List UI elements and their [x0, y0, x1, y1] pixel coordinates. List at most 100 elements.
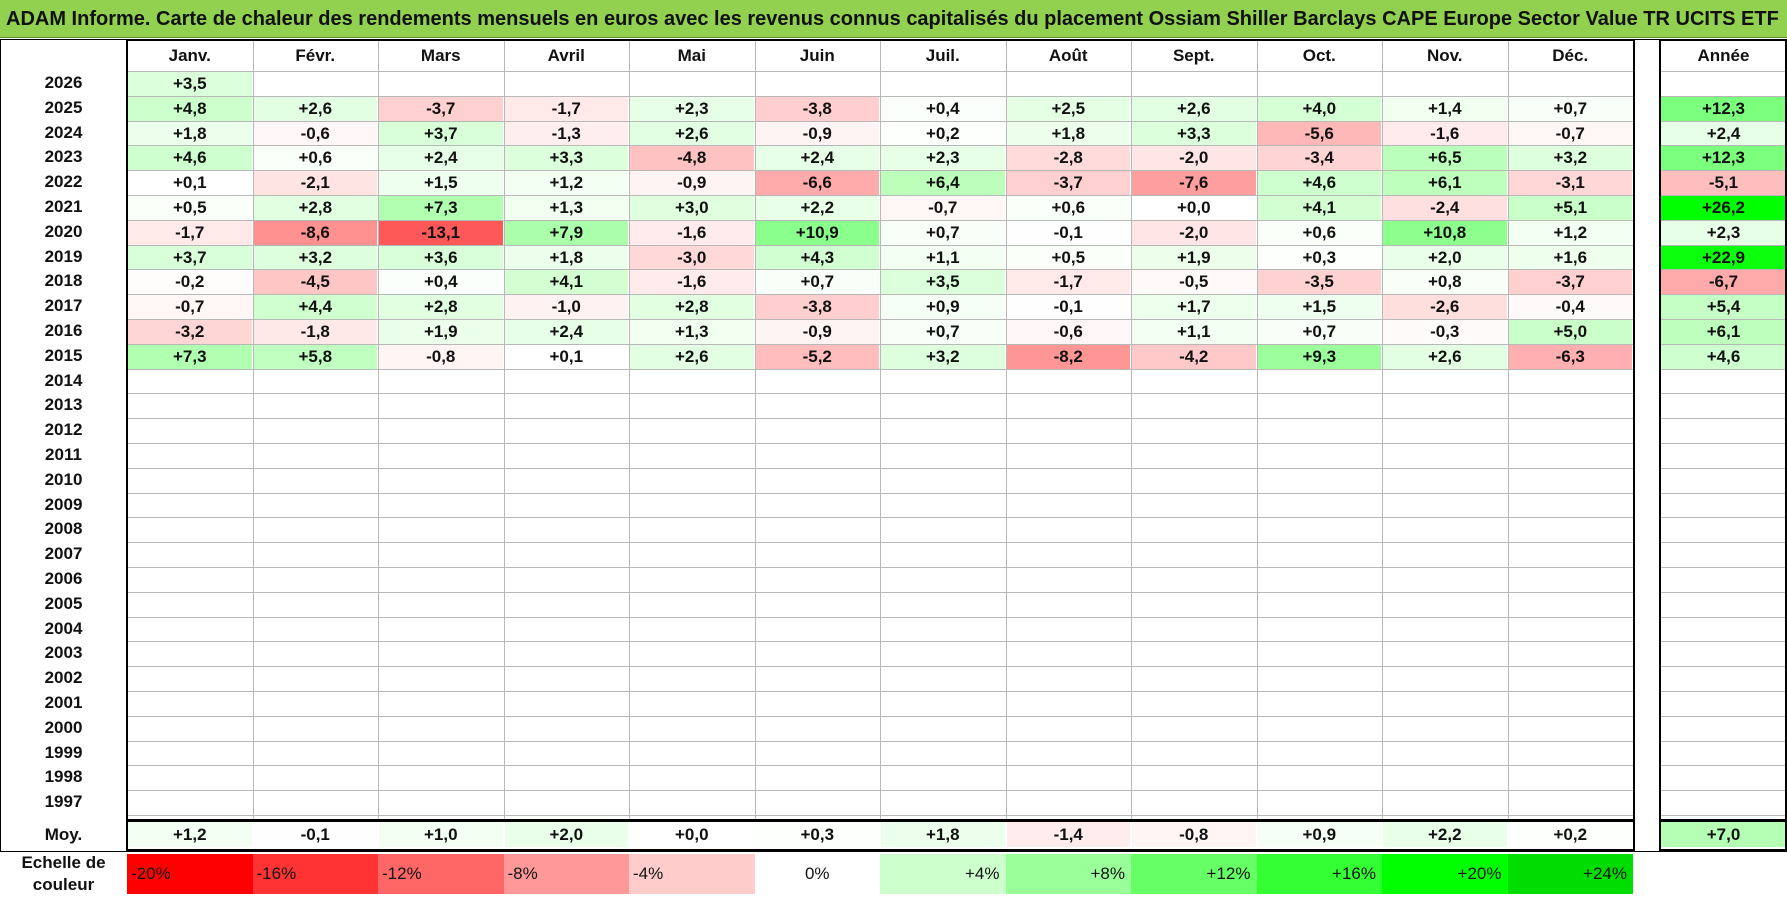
grid-line	[1660, 418, 1787, 420]
heatmap-cell: -3,0	[630, 245, 754, 270]
heatmap-cell: +10,8	[1383, 220, 1507, 245]
heatmap-cell: +2,4	[755, 146, 879, 171]
column-header: Nov.	[1426, 46, 1463, 65]
grid-line	[1660, 740, 1787, 742]
heatmap-cell: +0,6	[1257, 220, 1381, 245]
heatmap-cell: -1,6	[1383, 121, 1507, 146]
heatmap-cell: +6,4	[881, 171, 1005, 195]
heatmap-cell: +1,2	[1508, 220, 1632, 245]
heatmap-cell: +2,6	[253, 96, 377, 121]
heatmap-cell: -0,7	[881, 196, 1005, 220]
heatmap-cell: +1,2	[504, 171, 628, 195]
color-scale-step: -16%	[252, 854, 378, 894]
row-label: 2017	[44, 296, 83, 316]
grid-line	[880, 40, 881, 820]
row-label: 2016	[44, 321, 83, 340]
heatmap-cell: +3,7	[379, 121, 503, 146]
grid-line	[1660, 319, 1787, 320]
average-cell: +1,8	[881, 822, 1005, 847]
heatmap-cell: -13,1	[379, 220, 503, 245]
grid-line	[1660, 492, 1787, 494]
heatmap-cell: +1,8	[504, 245, 628, 270]
grid-line	[1660, 343, 1787, 345]
annual-cell: +2,4	[1661, 121, 1786, 146]
row-label: 2014	[44, 370, 83, 390]
heatmap-cell: +0,2	[881, 121, 1005, 146]
row-label: 2005	[44, 593, 83, 613]
column-header: Déc.	[1552, 46, 1589, 65]
heatmap-cell: +0,5	[128, 196, 252, 220]
column-header: Août	[1048, 46, 1088, 65]
average-annual-cell: +7,0	[1661, 822, 1786, 847]
average-cell: +0,0	[630, 822, 754, 847]
color-scale-step: +8%	[1005, 854, 1131, 894]
color-scale-step: +20%	[1382, 854, 1508, 894]
heatmap-cell: +2,6	[1383, 344, 1507, 369]
grid-line	[1660, 95, 1787, 97]
annual-cell: +26,2	[1661, 196, 1786, 220]
column-header-annual: Année	[1697, 46, 1750, 65]
heatmap-cell: +3,2	[253, 245, 377, 270]
grid-line	[1005, 40, 1007, 820]
heatmap-cell: +4,1	[504, 270, 628, 295]
column-header: Févr.	[295, 46, 336, 65]
heatmap-cell: -2,8	[1006, 146, 1130, 171]
heatmap-cell: +2,6	[630, 344, 754, 369]
heatmap-cell: +3,7	[128, 245, 252, 270]
heatmap-cell: -0,6	[253, 121, 377, 146]
heatmap-cell: -8,2	[1006, 344, 1130, 369]
average-cell: -0,8	[1132, 822, 1256, 847]
row-label: 2006	[44, 569, 83, 588]
row-label: 2021	[44, 197, 83, 216]
column-header: Sept.	[1172, 46, 1215, 65]
row-label: 2002	[44, 668, 83, 688]
heatmap-cell: +3,2	[1508, 146, 1632, 171]
heatmap-cell: -0,1	[1006, 295, 1130, 319]
heatmap-cell: +0,4	[881, 96, 1005, 121]
heatmap-cell: -2,4	[1383, 196, 1507, 220]
heatmap-cell: -3,7	[1508, 270, 1632, 295]
heatmap-cell: +1,5	[379, 171, 503, 195]
heatmap-cell: -0,5	[1132, 270, 1256, 295]
average-cell: -1,4	[1006, 822, 1130, 847]
row-label: 2007	[44, 544, 83, 564]
average-cell: +0,3	[755, 822, 879, 847]
row-label: 2011	[45, 445, 82, 464]
annual-cell: +4,6	[1661, 344, 1786, 369]
grid-line	[1660, 71, 1787, 72]
heatmap-cell: +0,7	[881, 320, 1005, 344]
heatmap-cell: -3,8	[755, 96, 879, 121]
heatmap-cell: -5,6	[1257, 121, 1381, 146]
heatmap-cell: +7,3	[128, 344, 252, 369]
heatmap-cell: +0,6	[253, 146, 377, 171]
row-label: 2023	[44, 147, 83, 167]
row-label: 2022	[44, 172, 83, 192]
grid-line	[1660, 294, 1787, 296]
heatmap-cell: +4,6	[1257, 171, 1381, 195]
heatmap-cell: -0,3	[1383, 320, 1507, 344]
heatmap-cell: +3,5	[128, 72, 252, 96]
heatmap-cell: -3,8	[755, 295, 879, 319]
row-label: 2008	[44, 519, 83, 539]
heatmap-cell: +9,3	[1257, 344, 1381, 369]
heatmap-cell: +7,9	[504, 220, 628, 245]
annual-cell: +22,9	[1661, 245, 1786, 270]
grid-line	[1660, 195, 1787, 196]
heatmap-cell: +1,9	[379, 320, 503, 344]
heatmap-cell: +2,8	[253, 196, 377, 220]
heatmap-cell: -6,6	[755, 171, 879, 195]
average-cell: -0,1	[253, 822, 377, 847]
grid-line	[1660, 567, 1787, 568]
heatmap-cell: +1,6	[1508, 245, 1632, 270]
grid-line	[1660, 244, 1787, 246]
grid-line	[1660, 790, 1787, 792]
heatmap-cell: -1,3	[504, 121, 628, 146]
heatmap-cell: +1,8	[128, 121, 252, 146]
heatmap-cell: -2,1	[253, 171, 377, 195]
color-scale-step: -20%	[127, 854, 253, 894]
heatmap-cell: -8,6	[253, 220, 377, 245]
grid-line	[378, 40, 379, 820]
heatmap-cell: -0,9	[630, 171, 754, 195]
heatmap-cell: -0,2	[128, 270, 252, 295]
heatmap-cell: -1,7	[504, 96, 628, 121]
